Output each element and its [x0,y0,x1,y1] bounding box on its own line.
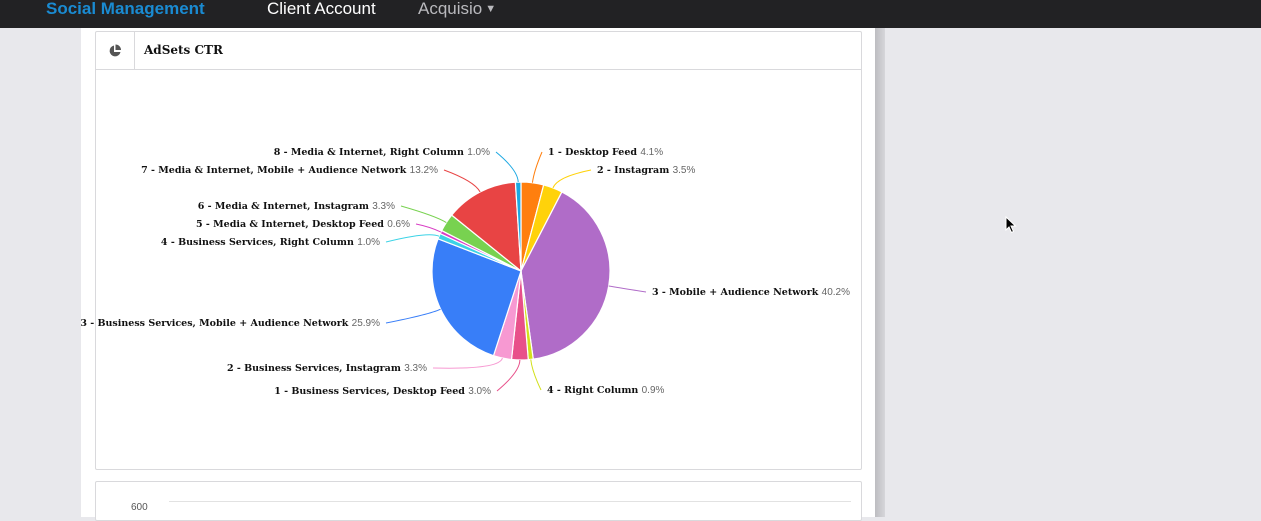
gridline [169,501,851,502]
label-connector [415,223,442,233]
slice-label: 2 - Instagram 3.5% [597,165,695,176]
label-connector [385,308,441,324]
slice-label: 4 - Business Services, Right Column 1.0% [161,237,380,248]
slice-label: 8 - Media & Internet, Right Column 1.0% [274,147,490,158]
caret-down-icon: ▼ [485,3,497,15]
account-name: Acquisio [418,0,483,18]
slice-label: 5 - Media & Internet, Desktop Feed 0.6% [196,219,410,230]
account-selector-dropdown[interactable]: Acquisio ▼ [418,0,496,18]
slice-label: 6 - Media & Internet, Instagram 3.3% [198,201,395,212]
label-connector [530,359,542,391]
slice-label: 3 - Mobile + Audience Network 40.2% [652,287,850,298]
pie-chart-icon [96,32,135,69]
label-connector [385,234,440,243]
secondary-chart-card: 600 [95,481,862,521]
pie-slice[interactable] [431,237,522,357]
slice-label: 1 - Desktop Feed 4.1% [548,147,663,158]
label-connector [531,151,543,183]
pie-slice[interactable] [450,181,522,273]
client-account-label: Client Account [267,0,376,18]
y-axis-tick: 600 [131,502,148,513]
panel-shadow-divider [875,28,885,517]
label-connector [496,359,521,392]
label-connector [400,205,447,224]
label-connector [443,169,481,193]
slice-label: 4 - Right Column 0.9% [547,385,665,396]
app-brand-link[interactable]: Social Management [46,0,205,18]
slice-label: 3 - Business Services, Mobile + Audience… [80,318,380,329]
pie-slice[interactable] [514,181,522,272]
slice-label: 2 - Business Services, Instagram 3.3% [227,363,427,374]
mouse-cursor-icon [1005,215,1017,239]
slice-label: 7 - Media & Internet, Mobile + Audience … [141,165,438,176]
top-navigation-bar: Social Management Client Account Acquisi… [0,0,1261,28]
label-connector [608,285,647,293]
slice-label: 1 - Business Services, Desktop Feed 3.0% [274,386,491,397]
label-connector [552,169,592,189]
label-connector [432,357,503,369]
label-connector [495,151,519,183]
card-title: AdSets CTR [144,43,223,57]
pie-slice[interactable] [520,191,611,360]
card-header: AdSets CTR [96,32,861,70]
